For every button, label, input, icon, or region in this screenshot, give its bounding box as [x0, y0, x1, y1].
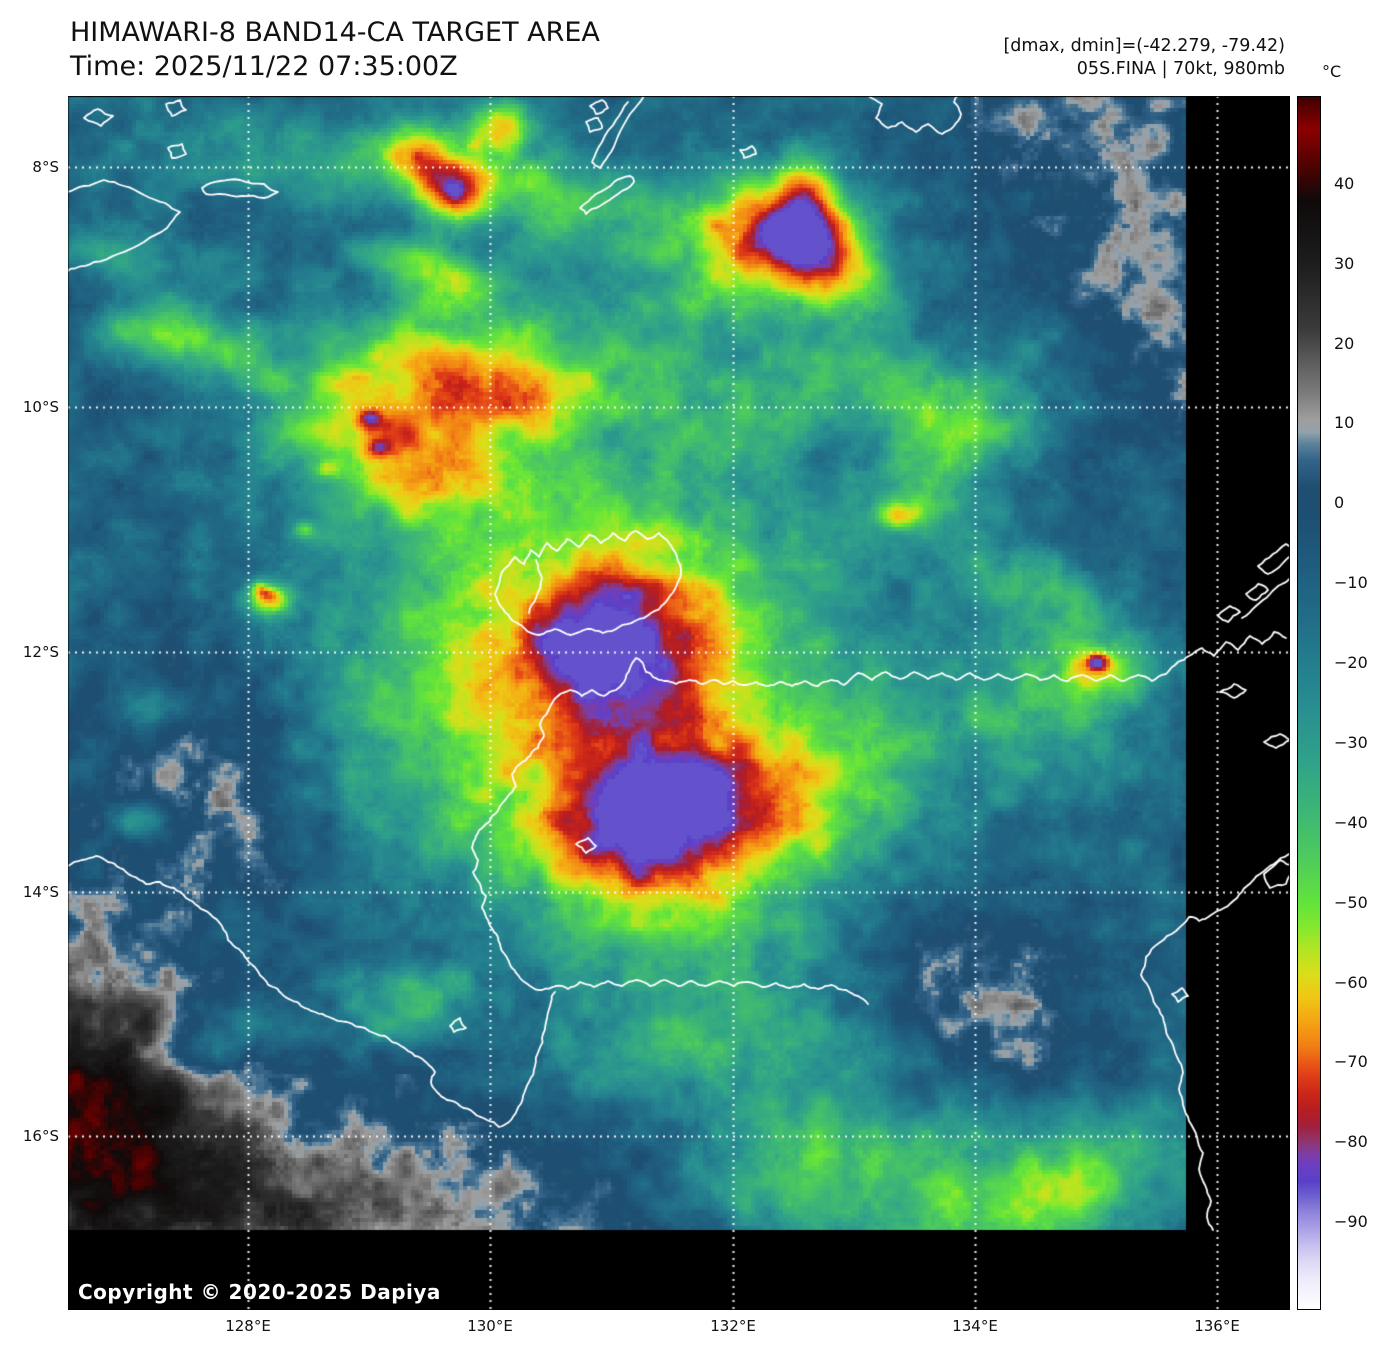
colorbar-tick-label: 10	[1334, 413, 1355, 433]
lon-tick-label: 132°E	[710, 1317, 756, 1335]
colorbar-tick-label: 30	[1334, 253, 1355, 273]
copyright-watermark: Copyright © 2020-2025 Dapiya	[78, 1280, 441, 1304]
lon-tick-label: 136°E	[1194, 1317, 1240, 1335]
colorbar-unit-label: °C	[1322, 62, 1342, 81]
lat-tick-label: 16°S	[22, 1127, 59, 1145]
timestamp: Time: 2025/11/22 07:35:00Z	[70, 51, 458, 82]
colorbar-tick-label: −90	[1334, 1212, 1368, 1232]
lat-tick-label: 12°S	[22, 643, 59, 661]
colorbar-tick-label: −70	[1334, 1052, 1368, 1072]
colorbar-tick-label: −60	[1334, 972, 1368, 992]
lon-tick-label: 128°E	[225, 1317, 271, 1335]
colorbar-tick-label: −80	[1334, 1132, 1368, 1152]
colorbar-tick-label: 20	[1334, 333, 1355, 353]
lon-tick-label: 134°E	[952, 1317, 998, 1335]
dmax-dmin-annotation: [dmax, dmin]=(-42.279, -79.42)	[1003, 36, 1285, 56]
colorbar-tick-label: −40	[1334, 812, 1368, 832]
colorbar-tick-label: 40	[1334, 173, 1355, 193]
page-title: HIMAWARI-8 BAND14-CA TARGET AREA	[70, 17, 600, 48]
title-block: HIMAWARI-8 BAND14-CA TARGET AREA Time: 2…	[70, 16, 600, 84]
lat-tick-label: 14°S	[22, 883, 59, 901]
lat-tick-label: 8°S	[32, 158, 59, 176]
colorbar-tick-label: −20	[1334, 653, 1368, 673]
colorbar-tick-label: −10	[1334, 573, 1368, 593]
lon-tick-label: 130°E	[467, 1317, 513, 1335]
storm-annotation: 05S.FINA | 70kt, 980mb	[1076, 59, 1285, 79]
lat-tick-label: 10°S	[22, 398, 59, 416]
colorbar-tick-label: −50	[1334, 892, 1368, 912]
satellite-map: Copyright © 2020-2025 Dapiya	[68, 96, 1290, 1310]
satellite-canvas	[68, 96, 1290, 1310]
annotation-block: [dmax, dmin]=(-42.279, -79.42) 05S.FINA …	[1003, 35, 1285, 81]
colorbar	[1297, 96, 1321, 1310]
colorbar-tick-label: −30	[1334, 732, 1368, 752]
colorbar-tick-label: 0	[1334, 493, 1345, 513]
